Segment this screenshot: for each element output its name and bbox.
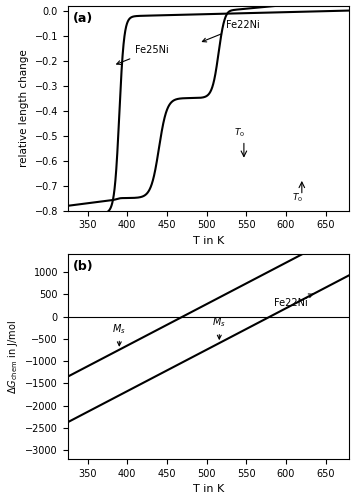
Text: $M_s$: $M_s$: [212, 316, 226, 339]
Y-axis label: relative length change: relative length change: [19, 49, 29, 167]
Y-axis label: $\Delta G_\mathrm{chem}$ in J/mol: $\Delta G_\mathrm{chem}$ in J/mol: [6, 320, 20, 394]
X-axis label: T in K: T in K: [193, 236, 224, 246]
Text: $M_s$: $M_s$: [113, 322, 126, 345]
X-axis label: T in K: T in K: [193, 484, 224, 494]
Text: $T_0$: $T_0$: [234, 126, 245, 139]
Text: (a): (a): [73, 12, 94, 24]
Text: $T_0$: $T_0$: [292, 192, 304, 204]
Text: Fe25Ni: Fe25Ni: [0, 499, 1, 500]
Text: Fe25Ni: Fe25Ni: [117, 45, 169, 64]
Text: Fe22Ni: Fe22Ni: [202, 20, 260, 42]
Text: (b): (b): [73, 260, 94, 274]
Text: Fe22Ni: Fe22Ni: [274, 294, 313, 308]
